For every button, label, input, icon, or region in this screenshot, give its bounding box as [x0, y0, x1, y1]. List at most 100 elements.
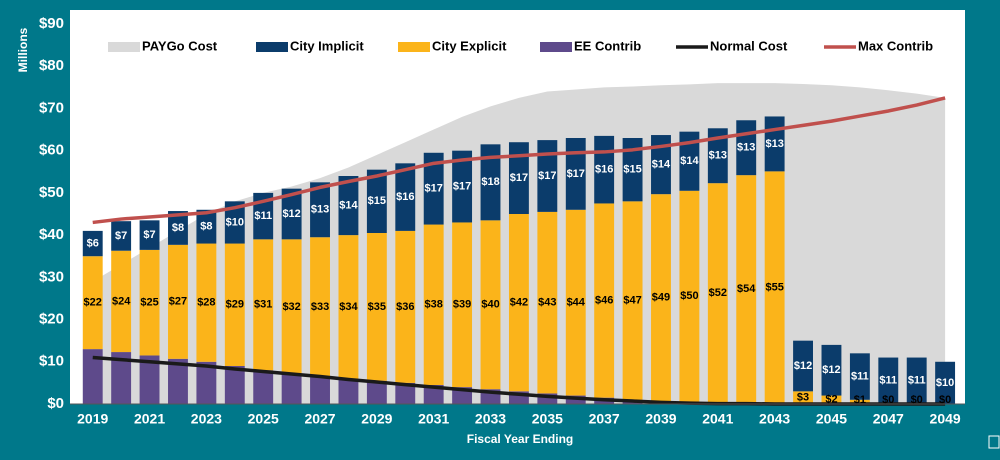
bar-segment	[366, 233, 387, 381]
bar-segment	[878, 357, 899, 404]
bar-segment	[196, 361, 217, 404]
data-label: $13	[311, 204, 329, 216]
legend-label: PAYGo Cost	[142, 38, 218, 53]
bar-segment	[366, 380, 387, 404]
bar-segment	[168, 244, 188, 359]
bar-segment	[253, 192, 274, 240]
data-label: $38	[425, 299, 443, 311]
data-label: $13	[765, 138, 783, 150]
x-tick-label: 2021	[134, 411, 165, 427]
y-tick-label: $80	[39, 57, 64, 74]
x-tick-label: 2031	[418, 411, 449, 427]
bar-segment	[338, 235, 359, 379]
line	[92, 96, 946, 225]
data-label: $10	[226, 216, 244, 228]
bar-segment	[622, 201, 643, 400]
bar-segment	[594, 203, 615, 398]
legend-swatch	[398, 42, 430, 52]
bar-segment	[480, 220, 501, 390]
bar-segment	[707, 128, 728, 184]
data-label: $44	[567, 297, 586, 309]
y-tick-label: $70	[39, 99, 64, 116]
bar-segment	[395, 163, 416, 231]
data-label: $7	[115, 230, 127, 242]
bar-segment	[395, 382, 416, 404]
data-label: $34	[339, 301, 358, 313]
data-label: $7	[143, 229, 155, 241]
data-label: $49	[652, 292, 670, 304]
bar-segment	[622, 138, 643, 202]
bar-segment	[793, 340, 813, 392]
legend-swatch	[540, 42, 572, 52]
data-label: $0	[911, 394, 923, 406]
bar-segment	[139, 249, 160, 356]
y-tick-label: $30	[39, 268, 64, 285]
legend-label: Normal Cost	[710, 38, 788, 53]
bar-segment	[423, 385, 444, 404]
x-tick-label: 2047	[873, 411, 904, 427]
bar-segment	[366, 169, 387, 233]
bar-segment	[764, 171, 785, 404]
bar-segment	[111, 221, 132, 251]
bar-segment	[281, 188, 302, 240]
bar-segment	[537, 393, 558, 404]
y-tick-label: $0	[47, 395, 64, 412]
bar-segment	[452, 222, 473, 388]
x-tick-label: 2035	[532, 411, 563, 427]
bar-segment	[849, 399, 870, 404]
data-label: $12	[822, 364, 840, 376]
bar-segment	[111, 352, 132, 404]
bar-segment	[82, 256, 103, 350]
data-label: $54	[737, 283, 756, 295]
data-label: $12	[794, 360, 812, 372]
data-label: $0	[939, 394, 951, 406]
bar-segment	[168, 358, 188, 404]
data-label: $13	[737, 142, 755, 154]
data-label: $14	[652, 159, 671, 171]
bar-segment	[310, 182, 330, 238]
bar-segment	[793, 391, 813, 404]
bar-segment	[707, 183, 728, 403]
data-label: $16	[396, 191, 414, 203]
bar-segment	[338, 176, 359, 236]
x-tick-label: 2027	[304, 411, 335, 427]
data-label: $22	[84, 297, 102, 309]
data-label: $25	[140, 297, 158, 309]
data-label: $11	[879, 375, 897, 387]
bar-segment	[651, 135, 671, 195]
y-tick-label: $60	[39, 142, 64, 159]
bar-segment	[82, 349, 103, 404]
legend-label: City Implicit	[290, 38, 364, 53]
corner-icon	[988, 435, 1000, 449]
data-label: $12	[282, 208, 300, 220]
bar-segment	[849, 353, 870, 400]
data-label: $55	[765, 281, 783, 293]
data-label: $3	[797, 392, 809, 404]
legend-label: EE Contrib	[574, 38, 641, 53]
data-label: $31	[254, 299, 272, 311]
data-label: $17	[510, 172, 528, 184]
y-tick-label: $90	[39, 15, 64, 32]
data-label: $14	[680, 155, 699, 167]
data-label: $17	[567, 168, 585, 180]
bar-segment	[139, 355, 160, 404]
bar-segment	[679, 190, 700, 402]
bar-segment	[935, 361, 956, 404]
bar-segment	[281, 374, 302, 404]
bar-segment	[480, 144, 501, 221]
data-label: $8	[172, 222, 184, 234]
data-label: $42	[510, 297, 528, 309]
x-tick-label: 2019	[77, 411, 108, 427]
legend-label: Max Contrib	[858, 38, 933, 53]
bar-segment	[565, 138, 586, 210]
data-label: $50	[680, 290, 698, 302]
data-label: $27	[169, 296, 187, 308]
data-label: $43	[538, 297, 556, 309]
y-tick-label: $40	[39, 226, 64, 243]
bar-segment	[508, 214, 529, 392]
bar-segment	[821, 344, 842, 396]
x-tick-label: 2045	[816, 411, 847, 427]
bar-segment	[82, 230, 103, 257]
bar-segment	[906, 357, 927, 404]
bar-segment	[679, 131, 700, 191]
